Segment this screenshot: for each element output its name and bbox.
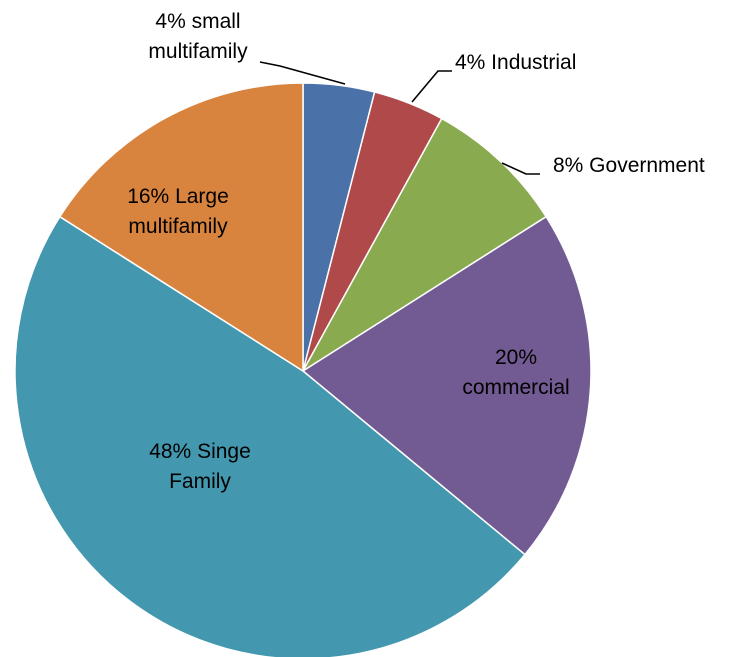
slice-label-line: 16% Large (127, 185, 229, 208)
pie-slice-4 (14, 215, 526, 657)
slice-label-line: 4% small (155, 10, 240, 33)
slice-label-line: 20% (495, 346, 537, 369)
slice-label-line: 48% Singe (149, 440, 251, 463)
leader-line-2 (501, 162, 540, 175)
slice-label-line: multifamily (148, 40, 248, 63)
pie-slice-2 (302, 117, 548, 372)
slice-label-line: 4% Industrial (455, 51, 576, 74)
slice-label-1: 4% Industrial (455, 51, 576, 74)
slice-labels: 4% small multifamily 4% Industrial 8% Gover… (127, 10, 705, 493)
slice-label-5: 16% Large multifamily (127, 185, 229, 238)
leader-lines (259, 61, 540, 175)
slice-label-4: 48% Singe Family (149, 440, 251, 493)
pie-slice-3 (301, 215, 592, 556)
slice-label-line: multifamily (128, 215, 228, 238)
slice-label-line: 8% Government (553, 154, 705, 177)
slice-label-line: commercial (462, 376, 569, 399)
slice-label-0: 4% small multifamily (148, 10, 248, 63)
pie-slices (14, 82, 592, 657)
leader-line-1 (411, 70, 452, 103)
leader-line-0 (259, 61, 346, 85)
pie-slice-5 (58, 82, 304, 373)
slice-label-2: 8% Government (553, 154, 705, 177)
slice-label-line: Family (169, 470, 231, 493)
slice-label-3: 20% commercial (462, 346, 569, 399)
